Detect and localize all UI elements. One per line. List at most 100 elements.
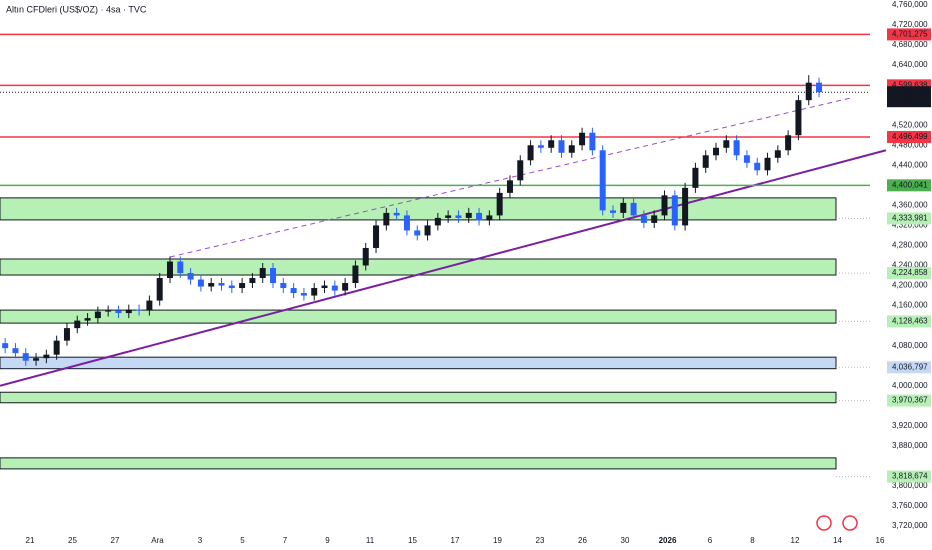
candle-body <box>403 215 410 231</box>
current-price-label: 4,585,930 <box>892 87 928 96</box>
candle-body <box>651 215 658 223</box>
candle-body <box>383 212 390 226</box>
candle-body <box>270 268 277 284</box>
y-tick-label: 3,760,000 <box>892 501 928 510</box>
y-tick-label: 4,440,000 <box>892 160 928 169</box>
candle-body <box>517 160 524 181</box>
candle-body <box>692 167 699 188</box>
candle-body <box>506 180 513 193</box>
zone-label: 4,036,797 <box>892 362 928 371</box>
y-tick-label: 4,720,000 <box>892 20 928 29</box>
candle-body <box>146 300 153 311</box>
candle-body <box>476 212 483 221</box>
candle-body <box>94 311 101 319</box>
x-tick-label: 19 <box>493 536 502 545</box>
x-tick-label: 6 <box>708 536 713 545</box>
candle-body <box>393 212 400 216</box>
x-tick-label: 14 <box>833 536 842 545</box>
candle-body <box>352 265 359 284</box>
y-tick-label: 3,920,000 <box>892 421 928 430</box>
candle-body <box>589 132 596 151</box>
candle-body <box>609 210 616 213</box>
zone-label-box <box>887 315 931 328</box>
candle-body <box>424 225 431 236</box>
candle-body <box>249 278 256 284</box>
candle-body <box>743 155 750 163</box>
candle-body <box>342 283 349 291</box>
candle-body <box>816 82 823 93</box>
x-tick-label: 9 <box>325 536 330 545</box>
candle-body <box>805 82 812 101</box>
candle-body <box>33 358 40 361</box>
zone-label: 3,818,674 <box>892 472 928 481</box>
candle-body <box>558 140 565 153</box>
zone <box>0 309 837 324</box>
x-tick-label: 5 <box>240 536 245 545</box>
level-label-box <box>887 179 931 192</box>
candle-body <box>795 100 802 136</box>
candle-body <box>445 215 452 218</box>
y-tick-label: 4,000,000 <box>892 381 928 390</box>
event-flag[interactable] <box>816 515 832 531</box>
candle-body <box>362 247 369 266</box>
level-label-box <box>887 131 931 144</box>
x-tick-label: 25 <box>68 536 77 545</box>
candle-body <box>300 293 307 296</box>
candle-body <box>620 202 627 213</box>
candle-body <box>84 318 91 321</box>
x-tick-label: 30 <box>621 536 630 545</box>
candle-body <box>63 328 70 341</box>
x-tick-label: 26 <box>578 536 587 545</box>
y-tick-label: 4,360,000 <box>892 200 928 209</box>
candle-body <box>630 202 637 216</box>
x-tick-label: 16 <box>876 536 885 545</box>
event-flag[interactable] <box>842 515 858 531</box>
candle-body <box>661 195 668 216</box>
candle-body <box>527 145 534 161</box>
candle-body <box>723 140 730 148</box>
candle-body <box>373 225 380 248</box>
level-label: 4,496,499 <box>892 132 928 141</box>
candle-body <box>785 135 792 151</box>
zone-label: 4,224,858 <box>892 268 928 277</box>
y-tick-label: 4,520,000 <box>892 120 928 129</box>
zone-label-box <box>887 470 931 483</box>
candle-body <box>259 268 266 279</box>
candle-body <box>537 145 544 148</box>
x-tick-label: Ara <box>151 536 164 545</box>
candle-body <box>548 140 555 148</box>
candle-body <box>208 283 215 287</box>
candle-body <box>733 140 740 156</box>
y-tick-label: 4,280,000 <box>892 241 928 250</box>
candle-body <box>156 278 163 301</box>
level-label: 4,400,041 <box>892 180 928 189</box>
zone <box>0 391 837 404</box>
y-tick-label: 3,800,000 <box>892 481 928 490</box>
candle-body <box>486 215 493 221</box>
x-tick-label: 12 <box>791 536 800 545</box>
x-tick-label: 3 <box>198 536 203 545</box>
x-tick-label: 7 <box>283 536 288 545</box>
x-tick-label: 15 <box>408 536 417 545</box>
candle-body <box>682 187 689 226</box>
candle-body <box>115 310 122 314</box>
candle-body <box>434 217 441 226</box>
level-label-box <box>887 28 931 41</box>
y-tick-label: 4,160,000 <box>892 301 928 310</box>
zone <box>0 356 837 370</box>
zone <box>0 197 837 221</box>
candle-body <box>125 309 132 314</box>
trendline <box>0 149 887 387</box>
x-tick-label: 2026 <box>659 536 677 545</box>
x-tick-label: 8 <box>750 536 755 545</box>
candle-body <box>2 343 9 349</box>
x-tick-label: 17 <box>451 536 460 545</box>
candle-body <box>22 353 29 361</box>
zone-label: 4,333,981 <box>892 214 928 223</box>
candle-body <box>166 261 173 279</box>
x-tick-label: 11 <box>366 536 375 545</box>
candle-body <box>764 157 771 171</box>
y-tick-label: 4,680,000 <box>892 40 928 49</box>
zone-label-box <box>887 212 931 225</box>
